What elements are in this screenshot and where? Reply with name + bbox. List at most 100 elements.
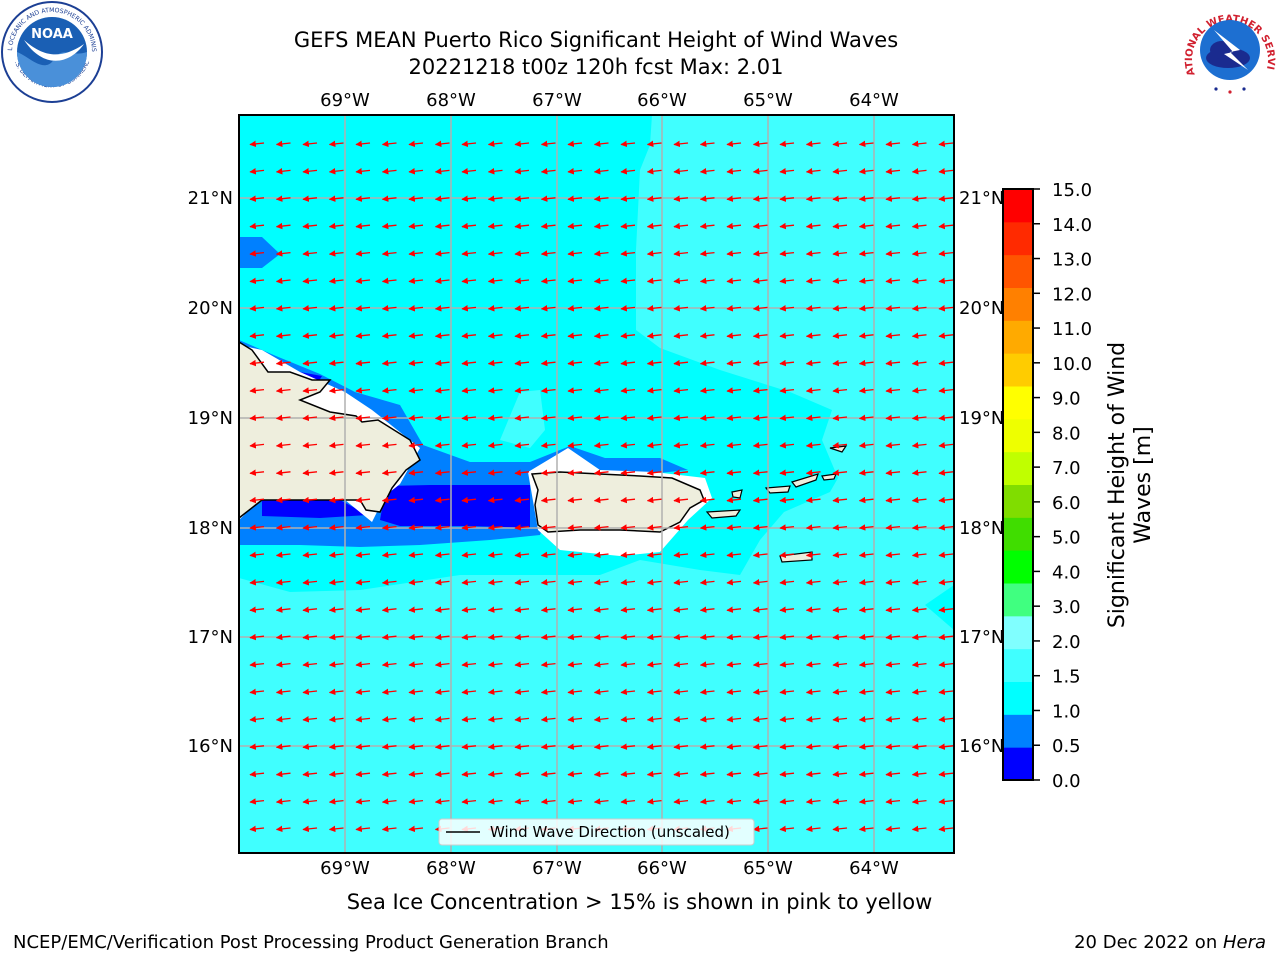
wave-direction-arrow: [938, 716, 954, 723]
wave-direction-arrow: [938, 414, 954, 422]
wave-direction-arrow: [249, 496, 265, 504]
wave-direction-arrow: [752, 168, 768, 175]
wave-direction-arrow: [540, 277, 556, 285]
wave-direction-arrow: [487, 551, 503, 559]
wave-direction-arrow: [752, 743, 768, 750]
wave-direction-arrow: [593, 387, 609, 394]
wave-direction-arrow: [858, 606, 874, 613]
wave-direction-arrow: [673, 770, 689, 778]
wave-direction-arrow: [752, 825, 768, 833]
wave-direction-arrow: [461, 633, 477, 641]
wave-direction-arrow: [858, 195, 874, 202]
wave-direction-arrow: [328, 277, 344, 285]
wave-direction-arrow: [805, 716, 821, 723]
wave-direction-arrow: [408, 305, 424, 312]
wave-direction-arrow: [275, 250, 291, 257]
wave-direction-arrow: [938, 579, 954, 586]
wave-direction-arrow: [779, 442, 795, 449]
wave-direction-arrow: [302, 716, 318, 723]
wave-direction-arrow: [699, 359, 715, 367]
wave-direction-arrow: [752, 606, 768, 613]
wave-direction-arrow: [620, 606, 636, 613]
wave-direction-arrow: [699, 798, 715, 805]
wave-direction-arrow: [461, 359, 477, 367]
wave-direction-arrow: [779, 551, 795, 559]
wave-direction-arrow: [540, 305, 556, 312]
wave-direction-arrow: [249, 359, 265, 367]
wave-direction-arrow: [540, 743, 556, 750]
wave-direction-arrow: [567, 332, 583, 339]
wave-direction-arrow: [434, 469, 450, 476]
wave-direction-arrow: [911, 414, 927, 422]
wave-direction-arrow: [646, 305, 662, 312]
colorbar-tick-label: 1.0: [1052, 701, 1081, 722]
wave-direction-arrow: [567, 277, 583, 285]
wave-direction-arrow: [302, 387, 318, 394]
wave-direction-arrow: [328, 716, 344, 723]
wave-direction-arrow: [381, 442, 397, 449]
wave-direction-arrow: [832, 469, 848, 476]
left-lat-label: 19°N: [188, 408, 233, 429]
wave-direction-arrow: [752, 633, 768, 641]
wave-direction-arrow: [567, 305, 583, 312]
wave-direction-arrow: [408, 770, 424, 778]
wave-direction-arrow: [355, 688, 371, 696]
wave-direction-arrow: [434, 633, 450, 641]
colorbar: [1003, 189, 1033, 781]
wave-direction-arrow: [328, 140, 344, 148]
wave-direction-arrow: [805, 524, 821, 531]
wave-direction-arrow: [540, 140, 556, 148]
wave-direction-arrow: [249, 140, 265, 148]
wave-direction-arrow: [726, 579, 742, 586]
wave-direction-arrow: [328, 825, 344, 833]
wave-direction-arrow: [593, 332, 609, 339]
wave-direction-arrow: [726, 606, 742, 613]
wave-direction-arrow: [434, 195, 450, 202]
wave-direction-arrow: [779, 305, 795, 312]
wave-direction-arrow: [514, 606, 530, 613]
wave-direction-arrow: [885, 606, 901, 613]
wave-direction-arrow: [673, 496, 689, 504]
wave-direction-arrow: [699, 469, 715, 476]
wave-direction-arrow: [567, 387, 583, 394]
wave-direction-arrow: [779, 716, 795, 723]
wave-direction-arrow: [381, 798, 397, 805]
wave-direction-arrow: [434, 798, 450, 805]
wave-direction-arrow: [487, 222, 503, 230]
wave-direction-arrow: [885, 770, 901, 778]
wave-direction-arrow: [779, 633, 795, 641]
nws-logo: NATIONAL WEATHER SERVICE: [1178, 0, 1277, 97]
wave-direction-arrow: [673, 387, 689, 394]
wave-direction-arrow: [620, 716, 636, 723]
wave-direction-arrow: [381, 579, 397, 586]
wave-direction-arrow: [646, 743, 662, 750]
wave-direction-arrow: [911, 716, 927, 723]
wave-direction-arrow: [832, 222, 848, 230]
wave-direction-arrow: [461, 606, 477, 613]
wave-direction-arrow: [779, 359, 795, 367]
wave-direction-arrow: [832, 332, 848, 339]
wave-direction-arrow: [858, 551, 874, 559]
wave-direction-arrow: [408, 168, 424, 175]
wave-direction-arrow: [302, 606, 318, 613]
wave-direction-arrow: [355, 359, 371, 367]
wave-direction-arrow: [752, 770, 768, 778]
noaa-logo: NATIONAL OCEANIC AND ATMOSPHERIC ADMINIS…: [0, 0, 103, 103]
wave-direction-arrow: [567, 222, 583, 230]
wave-direction-arrow: [885, 551, 901, 559]
wave-direction-arrow: [249, 387, 265, 394]
wave-direction-arrow: [328, 414, 344, 422]
wave-direction-arrow: [593, 770, 609, 778]
footer-host: Hera: [1222, 932, 1266, 953]
wave-direction-arrow: [858, 770, 874, 778]
wave-direction-arrow: [646, 442, 662, 449]
wave-direction-arrow: [593, 359, 609, 367]
wave-direction-arrow: [381, 606, 397, 613]
wave-direction-arrow: [699, 168, 715, 175]
wave-direction-arrow: [646, 168, 662, 175]
wave-direction-arrow: [673, 305, 689, 312]
colorbar-band: [1003, 189, 1033, 223]
colorbar-band: [1003, 517, 1033, 551]
wave-direction-arrow: [858, 359, 874, 367]
wave-direction-arrow: [858, 661, 874, 668]
